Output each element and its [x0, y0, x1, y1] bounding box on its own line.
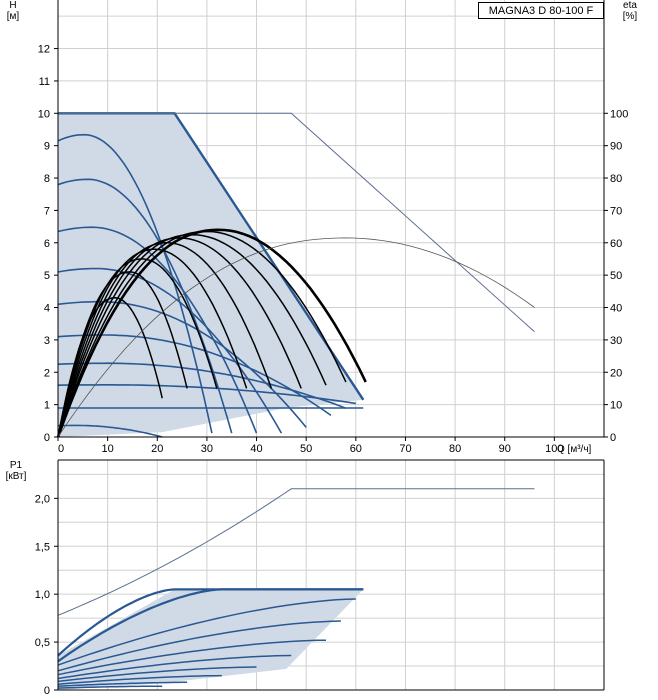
head-curve — [57, 300, 307, 428]
y-tick-label: 0 — [44, 685, 50, 697]
y2-tick-label: 90 — [610, 141, 622, 153]
y2-tick-label: 30 — [610, 335, 622, 347]
y-tick-label: 3 — [44, 335, 50, 347]
efficiency-curve — [57, 271, 188, 438]
x-axis-label: Q [м³/ч] — [557, 444, 592, 455]
y-tick-label: 4 — [44, 303, 50, 315]
y2-tick-label: 40 — [610, 303, 622, 315]
head-curve — [57, 424, 163, 438]
x-tick-label: 50 — [300, 443, 312, 455]
power-curve — [57, 685, 163, 689]
head-curve — [57, 334, 332, 417]
y-tick-label: 0,5 — [35, 637, 50, 649]
head-curve — [57, 133, 213, 434]
y2-tick-label: 20 — [610, 367, 622, 379]
y-tick-label: 2 — [44, 367, 50, 379]
y-axis-label-head: H [м] — [6, 0, 20, 22]
x-tick-label: 90 — [499, 443, 511, 455]
power-curve — [57, 654, 292, 680]
y-tick-label: 2,0 — [35, 493, 50, 505]
y-tick-label: 1 — [44, 400, 50, 412]
y-tick-label: 12 — [38, 44, 50, 56]
y-tick-label: 8 — [44, 173, 50, 185]
y-tick-label: 7 — [44, 205, 50, 217]
y-tick-label: 11 — [39, 76, 50, 88]
head-curve — [57, 226, 258, 434]
x-tick-label: 80 — [449, 443, 461, 455]
model-label: MAGNA3 D 80-100 F — [478, 2, 604, 19]
y2-tick-label: 100 — [610, 108, 628, 120]
y-tick-label: 1,5 — [35, 541, 50, 553]
x-tick-label: 10 — [102, 443, 114, 455]
head-curve — [57, 383, 356, 405]
y2-tick-label: 10 — [610, 400, 622, 412]
y-tick-label: 0 — [44, 432, 50, 444]
x-tick-label: 70 — [399, 443, 411, 455]
power-panel: 0 0,5 1,0 1,5 2,0 — [35, 459, 605, 697]
power-curve — [57, 588, 364, 657]
x-tick-label: 20 — [151, 443, 163, 455]
head-curve — [57, 267, 283, 434]
y-tick-label: 10 — [38, 108, 50, 120]
efficiency-curve — [57, 258, 218, 438]
power-curve — [57, 681, 188, 687]
y2-tick-label: 50 — [610, 270, 622, 282]
head-curve — [57, 178, 233, 434]
efficiency-curve — [56, 228, 367, 438]
y2-tick-label: 0 — [610, 432, 616, 444]
x-tick-label: 100 — [545, 443, 563, 455]
head-curve-max — [58, 112, 535, 333]
y2-tick-label: 80 — [610, 173, 622, 185]
power-curve-max — [57, 488, 535, 616]
y2-tick-label: 60 — [610, 238, 622, 250]
power-curve — [57, 588, 364, 663]
y2-axis-label-eta: eta [%] — [622, 0, 638, 22]
power-curve — [57, 639, 327, 676]
y-tick-label: 5 — [44, 270, 50, 282]
power-curve — [57, 674, 222, 686]
y-tick-label: 9 — [44, 141, 50, 153]
power-curve — [57, 666, 257, 683]
x-tick-label: 0 — [58, 443, 64, 455]
x-tick-label: 30 — [201, 443, 213, 455]
x-tick-label: 40 — [250, 443, 262, 455]
y2-tick-label: 70 — [610, 205, 622, 217]
x-tick-label: 60 — [350, 443, 362, 455]
efficiency-curve-max — [57, 237, 535, 438]
y-tick-label: 6 — [44, 238, 50, 250]
power-curve — [57, 598, 356, 666]
head-curve — [57, 362, 347, 409]
y-tick-label: 1,0 — [35, 589, 50, 601]
y-axis-label-power: P1 [кВт] — [5, 460, 27, 482]
efficiency-curve — [57, 242, 273, 438]
power-curve — [57, 620, 341, 672]
